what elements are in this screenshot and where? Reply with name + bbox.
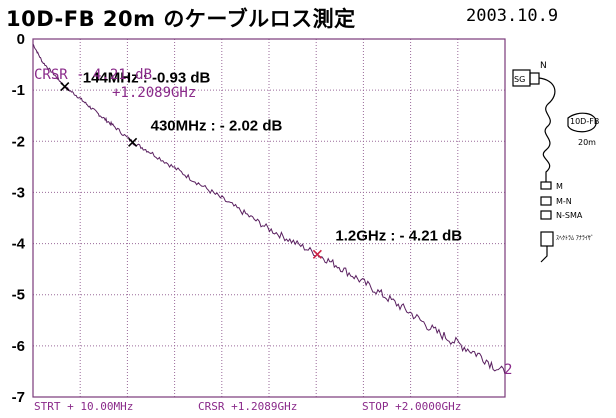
y-tick-label: -4 bbox=[12, 236, 26, 253]
nsma-label: N-SMA bbox=[556, 211, 583, 220]
m-connector bbox=[540, 181, 552, 190]
footer-cursor: CRSR +1.2089GHz bbox=[198, 400, 297, 413]
marker-layer bbox=[60, 81, 322, 259]
annotation-layer: 144MHz : -0.93 dB 430MHz : - 2.02 dB 1.2GH… bbox=[83, 70, 462, 245]
y-tick-labels: 0 -1 -2 -3 -4 -5 -6 -7 bbox=[12, 31, 26, 406]
data-point-marker bbox=[312, 249, 322, 259]
y-tick-label: -5 bbox=[12, 287, 25, 304]
annotation-label: 144MHz : -0.93 dB bbox=[83, 70, 211, 87]
cable-coil bbox=[538, 77, 556, 182]
detector-box bbox=[540, 231, 554, 247]
y-tick-label: -2 bbox=[12, 133, 25, 150]
trace-end-marker: 2 bbox=[504, 362, 512, 378]
measurement-date: 2003.10.9 bbox=[466, 6, 559, 26]
chart-title: 10D-FB 20m のケーブルロス測定 bbox=[6, 7, 356, 31]
mn-label: M-N bbox=[556, 197, 572, 206]
setup-sketch bbox=[512, 69, 597, 263]
n-connector-top bbox=[529, 72, 540, 85]
nsma-adapter bbox=[540, 210, 552, 220]
cursor-readout-line1: CRSR - 4.21 dB bbox=[34, 67, 152, 83]
data-point-marker bbox=[60, 81, 70, 92]
y-tick-label: -3 bbox=[12, 184, 25, 201]
plot-border bbox=[32, 38, 506, 398]
cable-label-bubble bbox=[567, 112, 597, 133]
y-tick-label: -7 bbox=[12, 389, 25, 406]
grid bbox=[33, 39, 505, 397]
detector-label: ｽﾍｸﾄﾗﾑ ｱﾅﾗｲｻﾞ bbox=[556, 235, 594, 242]
trace-layer bbox=[32, 43, 506, 375]
footer-start: STRT + 10.00MHz bbox=[34, 400, 133, 413]
sg-label: SG bbox=[514, 75, 525, 84]
mn-adapter bbox=[540, 196, 552, 206]
length-label: 20m bbox=[578, 138, 596, 147]
m-label: M bbox=[556, 182, 563, 191]
n-top-label: N bbox=[540, 61, 547, 71]
data-point-marker bbox=[128, 137, 138, 147]
cable-label: 10D-FB bbox=[570, 117, 599, 126]
detector-lead bbox=[540, 246, 548, 263]
y-tick-label: 0 bbox=[17, 31, 25, 48]
y-tick-label: -1 bbox=[12, 82, 25, 99]
plot-frame bbox=[32, 38, 506, 398]
loss-trace bbox=[32, 43, 506, 375]
annotation-label: 1.2GHz : - 4.21 dB bbox=[335, 227, 462, 244]
y-tick-label: -6 bbox=[12, 338, 25, 355]
cursor-readout-line2: +1.2089GHz bbox=[112, 85, 196, 101]
footer-stop: STOP +2.0000GHz bbox=[362, 400, 461, 413]
annotation-label: 430MHz : - 2.02 dB bbox=[151, 117, 283, 134]
